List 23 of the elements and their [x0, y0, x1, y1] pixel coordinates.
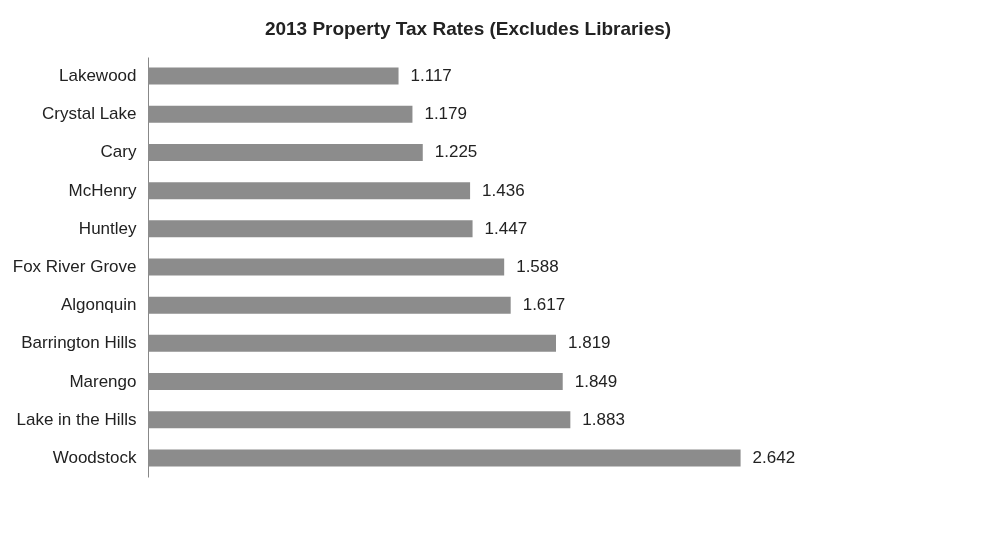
data-label: 1.436 [482, 180, 525, 200]
data-label: 1.447 [484, 218, 528, 238]
data-label: 1.117 [410, 66, 452, 86]
data-label: 1.588 [516, 257, 559, 276]
y-tick-label: McHenry [68, 180, 137, 200]
chart-title: 2013 Property Tax Rates (Excludes Libraries) [264, 18, 672, 39]
y-tick-label: Barrington Hills [21, 333, 137, 353]
y-tick-label: Fox River Grove [12, 257, 137, 276]
y-tick-label: Huntley [78, 218, 137, 238]
y-tick-label: Marengo [69, 371, 137, 391]
data-label: 1.883 [582, 409, 625, 429]
y-tick-label: Woodstock [52, 447, 137, 467]
y-tick-label: Cary [100, 142, 137, 162]
data-label: 1.819 [568, 333, 611, 353]
y-tick-label: Algonquin [60, 295, 137, 315]
data-label: 1.179 [424, 104, 467, 124]
data-label: 1.225 [434, 142, 478, 162]
y-tick-label: Crystal Lake [42, 104, 137, 124]
y-tick-label: Lake in the Hills [16, 409, 137, 429]
data-label: 1.849 [574, 371, 618, 391]
y-tick-label: Lakewood [58, 66, 137, 86]
data-label: 2.642 [752, 447, 796, 467]
data-label: 1.617 [522, 295, 566, 315]
